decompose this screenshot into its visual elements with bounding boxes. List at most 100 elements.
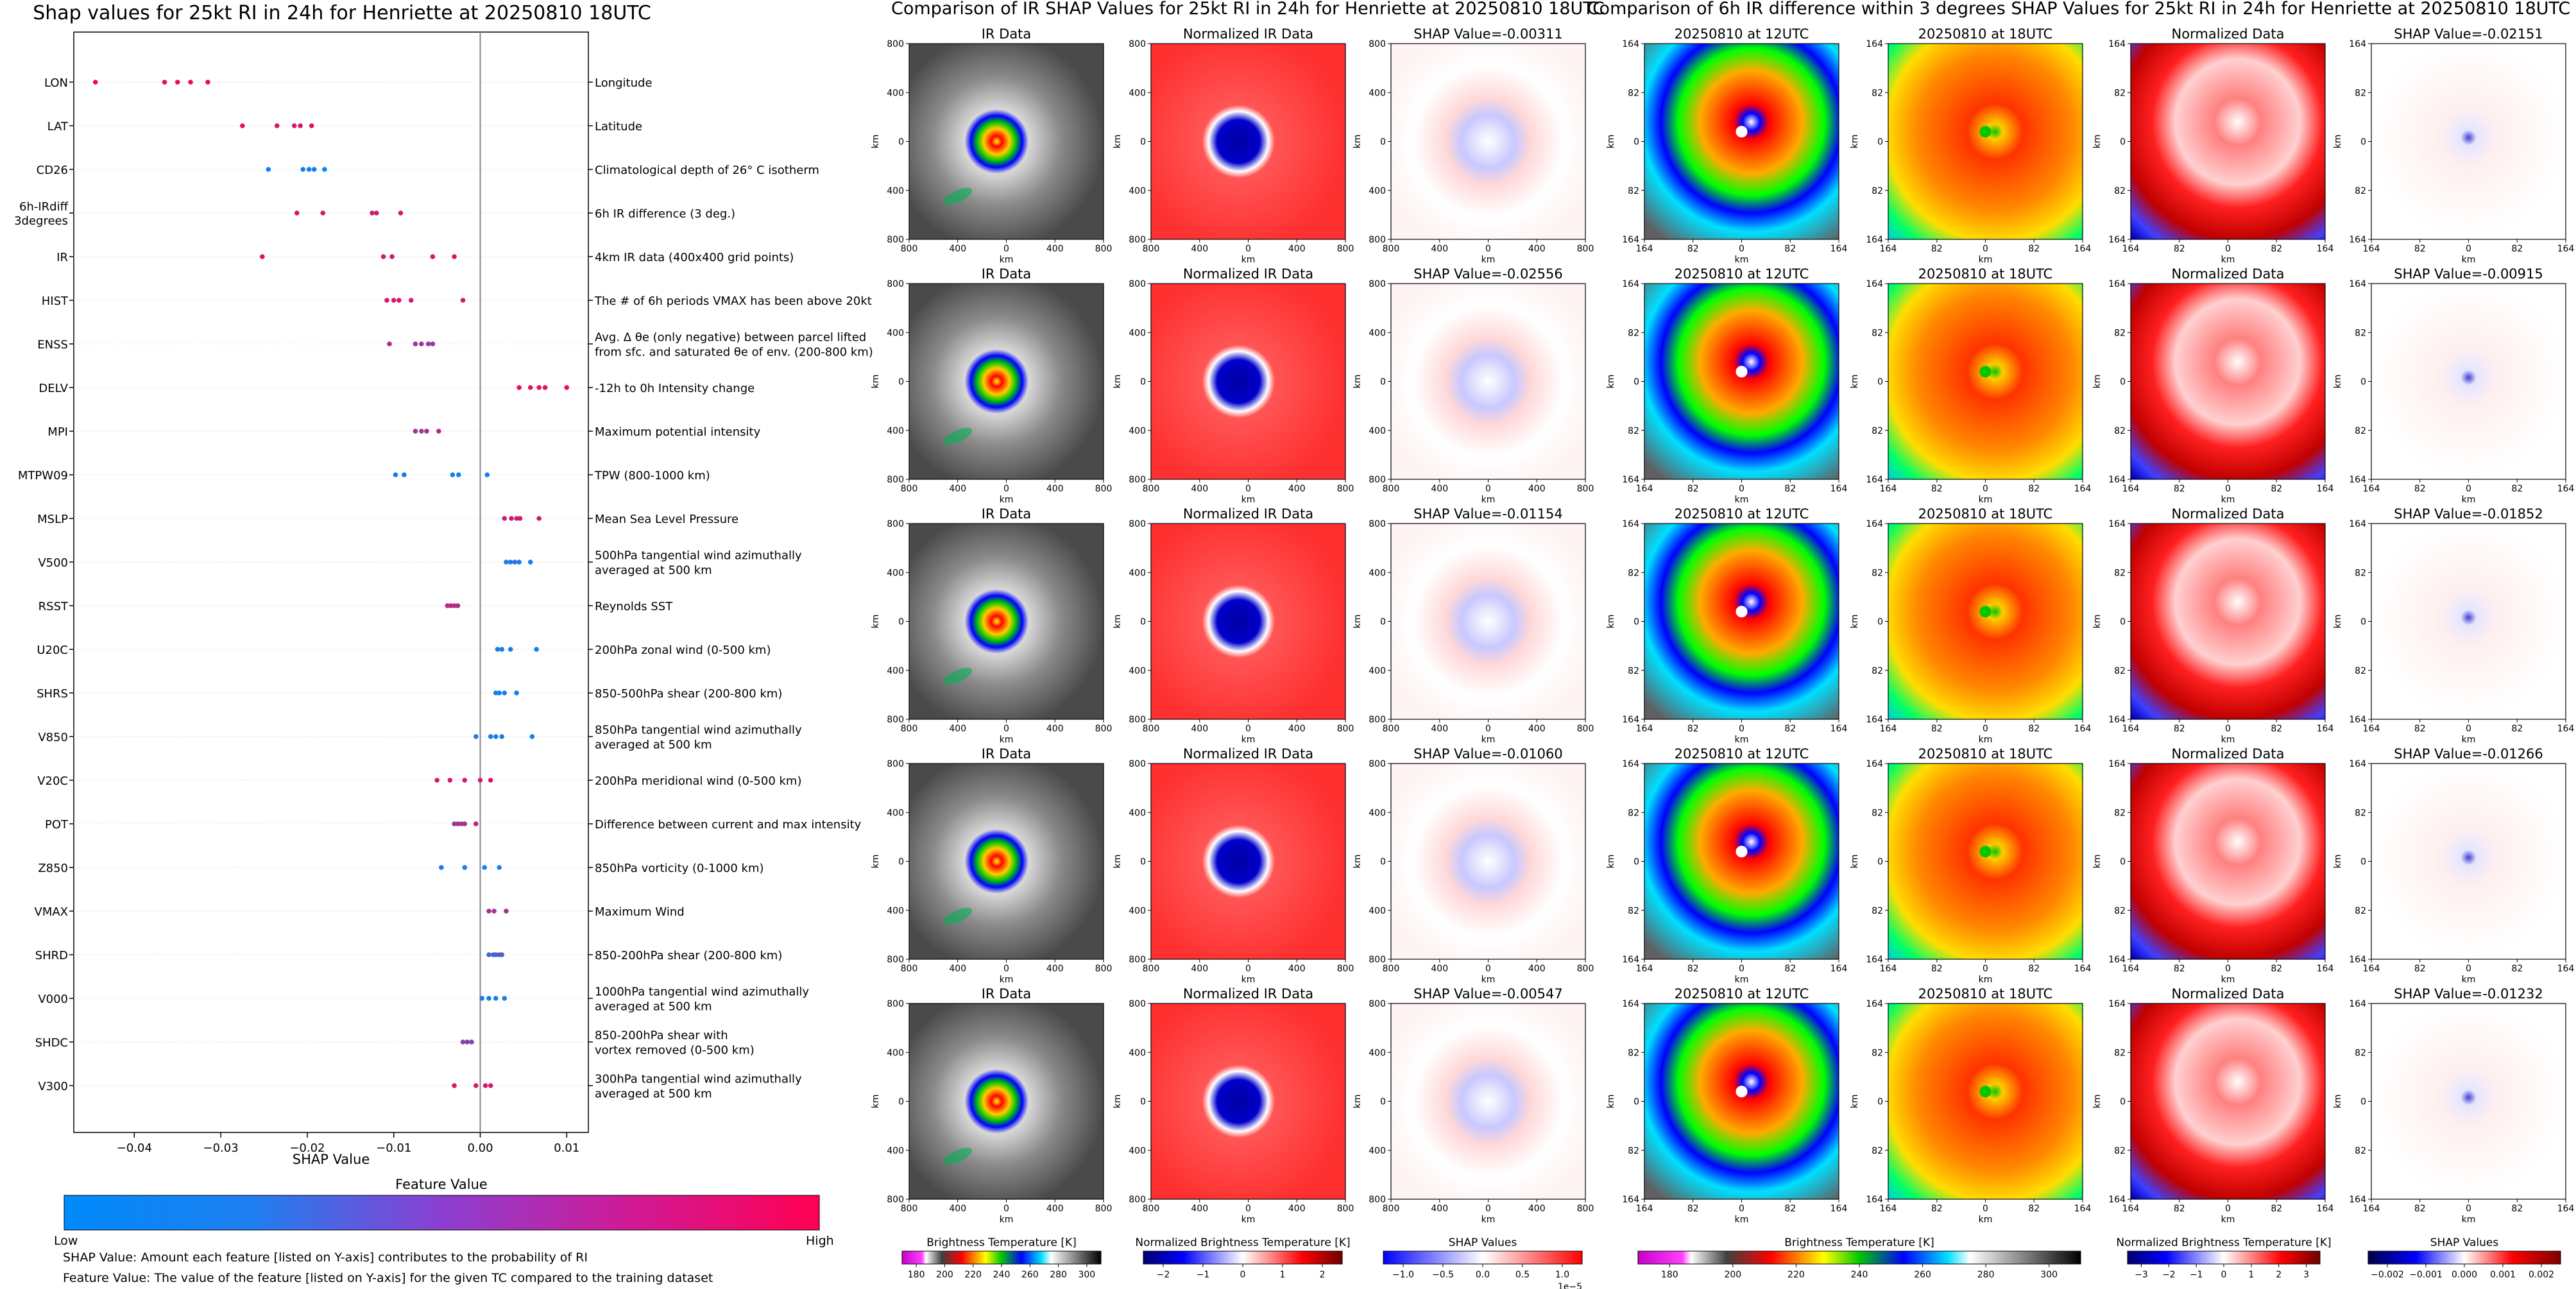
x-tick-label: 800 bbox=[1143, 964, 1160, 974]
shap-point bbox=[473, 734, 479, 739]
colorbar-tick-label: −0.001 bbox=[2409, 1270, 2443, 1280]
y-tick-label: 164 bbox=[1622, 279, 1639, 289]
diff-panel-grid: 20250810 at 12UTC 164 164 82 82 0 0 82 82 164 164 k… bbox=[1606, 26, 2574, 1225]
x-tick-label: 800 bbox=[1095, 1204, 1113, 1214]
colorbar-tick-label: −0.5 bbox=[1432, 1270, 1454, 1280]
x-axis-label: km bbox=[1000, 255, 1014, 265]
cloud-band bbox=[943, 427, 973, 445]
x-tick-label: 82 bbox=[1784, 724, 1796, 734]
shap-point bbox=[322, 167, 327, 172]
shap-point bbox=[536, 385, 542, 390]
colorbar-tick-label: 240 bbox=[993, 1270, 1011, 1280]
diff-shap-panel: SHAP Value=-0.01266164164828200828216416… bbox=[2333, 746, 2574, 985]
panel-image bbox=[1644, 284, 1839, 479]
ir-shap-panel: SHAP Value=-0.01060800800400400004004008… bbox=[1352, 746, 1594, 985]
x-tick-label: 0 bbox=[2466, 244, 2471, 254]
normalized-ir-panel: Normalized IR Data8008004004000040040080… bbox=[1113, 986, 1354, 1225]
panel-title: 20250810 at 18UTC bbox=[1918, 266, 2053, 282]
ir-shap-colorbar: SHAP Values −1.0 −0.5 0.0 0.5 1.0 1e−5 bbox=[1383, 1236, 1583, 1289]
feature-value-colorbar bbox=[64, 1195, 820, 1231]
shap-point bbox=[387, 341, 392, 346]
panel-image bbox=[909, 764, 1104, 959]
y-tick-label: 164 bbox=[1866, 519, 1883, 529]
y-tick-label: 164 bbox=[2108, 715, 2126, 725]
colorbar-tick-label: 0 bbox=[2221, 1270, 2227, 1280]
ir-shap-panel: SHAP Value=-0.00311800800400400004004008… bbox=[1352, 26, 1594, 265]
x-tick-label: 164 bbox=[2074, 724, 2092, 734]
y-axis-label: km bbox=[1352, 375, 1363, 389]
shap-feature-description: Reynolds SST bbox=[595, 600, 673, 613]
diff-12utc-panel: 20250810 at 12UTC1641648282008282164164k… bbox=[1606, 266, 1847, 505]
shap-point bbox=[488, 778, 493, 783]
colorbar-offset: 1e−5 bbox=[1558, 1282, 1582, 1289]
y-tick-label: 800 bbox=[887, 519, 904, 529]
x-tick-label: 0 bbox=[1003, 244, 1009, 254]
shap-row-v20c: V20C 200hPa meridional wind (0-500 km) bbox=[37, 774, 801, 788]
y-tick-label: 800 bbox=[1369, 235, 1386, 245]
shap-point bbox=[514, 516, 519, 521]
diff-normalized-panel: Normalized Data1641648282008282164164kmk… bbox=[2092, 266, 2333, 505]
x-tick-label: 164 bbox=[1830, 484, 1848, 494]
shap-feature-description: 850-500hPa shear (200-800 km) bbox=[595, 687, 782, 701]
shap-feature-description: TPW (800-1000 km) bbox=[594, 469, 710, 482]
y-axis-label: km bbox=[2333, 135, 2343, 149]
panel-title: 20250810 at 12UTC bbox=[1675, 26, 1809, 42]
panel-image bbox=[909, 284, 1104, 479]
y-tick-label: 0 bbox=[898, 377, 904, 388]
shap-point bbox=[529, 734, 535, 739]
y-tick-label: 800 bbox=[1369, 279, 1386, 289]
colorbar-tick-label: −3 bbox=[2135, 1270, 2148, 1280]
y-tick-label: 82 bbox=[2355, 88, 2366, 98]
diff-12utc-panel: 20250810 at 12UTC1641648282008282164164k… bbox=[1606, 986, 1847, 1225]
diff-normalized-panel: Normalized Data1641648282008282164164kmk… bbox=[2092, 986, 2333, 1225]
x-tick-label: 800 bbox=[1577, 244, 1594, 254]
x-tick-label: 164 bbox=[2363, 1204, 2380, 1214]
y-tick-label: 800 bbox=[1369, 759, 1386, 769]
x-tick-label: 164 bbox=[2317, 724, 2334, 734]
x-axis-label: km bbox=[1000, 495, 1014, 505]
y-tick-label: 400 bbox=[1129, 426, 1146, 436]
panel-title: SHAP Value=-0.01852 bbox=[2394, 506, 2543, 522]
x-axis-label: km bbox=[2221, 495, 2235, 505]
shap-x-tick-label: 0.00 bbox=[467, 1141, 493, 1155]
colorbar-tick-label: 200 bbox=[1724, 1270, 1741, 1280]
shap-point bbox=[447, 778, 453, 783]
shap-point bbox=[486, 952, 491, 957]
storm-eye bbox=[1979, 126, 1992, 138]
panel-title: IR Data bbox=[982, 746, 1032, 762]
shap-point bbox=[564, 385, 570, 390]
x-tick-label: 82 bbox=[2511, 1204, 2523, 1214]
y-tick-label: 164 bbox=[1622, 475, 1639, 485]
x-tick-label: 82 bbox=[2271, 484, 2282, 494]
y-tick-label: 164 bbox=[2349, 39, 2366, 49]
shap-feature-description: Longitude bbox=[595, 76, 653, 90]
shap-feature-description: Climatological depth of 26° C isotherm bbox=[595, 164, 819, 177]
x-tick-label: 800 bbox=[901, 724, 918, 734]
diff-figure-title: Comparison of 6h IR difference within 3 … bbox=[1587, 0, 2571, 19]
shap-point bbox=[460, 298, 466, 303]
shap-point bbox=[162, 80, 167, 85]
colorbar-label: Normalized Brightness Temperature [K] bbox=[1135, 1236, 1350, 1249]
colorbar-tick-label: 260 bbox=[1914, 1270, 1931, 1280]
panel-image bbox=[2131, 284, 2325, 479]
y-tick-label: 164 bbox=[2108, 475, 2126, 485]
panel-title: Normalized Data bbox=[2172, 506, 2285, 522]
panel-title: 20250810 at 18UTC bbox=[1918, 26, 2053, 42]
storm-eye bbox=[1736, 846, 1748, 858]
y-tick-label: 800 bbox=[887, 235, 904, 245]
panel-image bbox=[2371, 44, 2566, 239]
y-tick-label: 164 bbox=[2349, 955, 2366, 965]
shap-feature-description: The # of 6h periods VMAX has been above … bbox=[594, 295, 872, 308]
y-axis-label: km bbox=[871, 135, 881, 149]
y-tick-label: 82 bbox=[1628, 1048, 1639, 1058]
x-tick-label: 164 bbox=[2074, 1204, 2092, 1214]
shap-point bbox=[504, 559, 509, 565]
y-tick-label: 0 bbox=[1140, 377, 1146, 388]
y-tick-label: 0 bbox=[2120, 1097, 2126, 1107]
panel-image bbox=[2131, 764, 2325, 959]
panel-title: 20250810 at 12UTC bbox=[1675, 986, 1809, 1002]
x-tick-label: 164 bbox=[2122, 964, 2140, 974]
x-tick-label: 0 bbox=[1485, 1204, 1491, 1214]
